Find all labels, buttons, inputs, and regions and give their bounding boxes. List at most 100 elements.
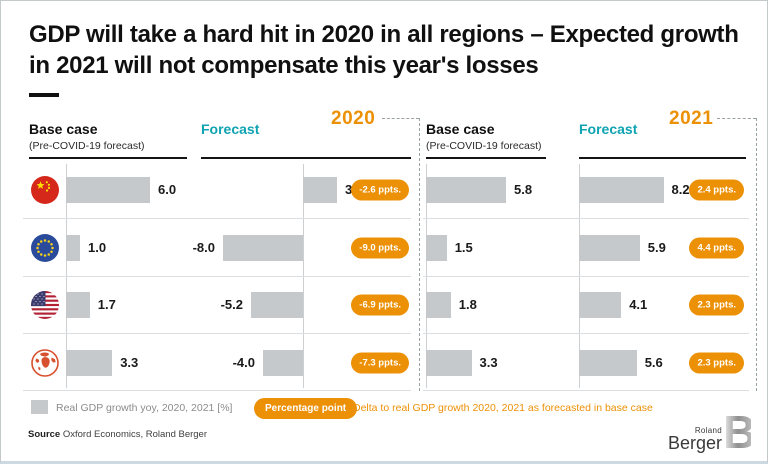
bar-value-label: -8.0 [192,240,215,255]
header-forecast-2021: Forecast [579,121,638,137]
header-forecast-2020: Forecast [201,121,260,137]
bar-value-label: 3.3 [479,355,498,370]
bar-value-label: 3.3 [120,355,139,370]
bar-us-base-2021: 1.8 [426,291,477,318]
gdp-bar [66,234,80,261]
us-flag-icon [31,290,59,319]
cell-eu-forecast-2020: -8.0 -9.0 ppts. [193,219,411,276]
gdp-bar [426,176,506,203]
cell-eu-forecast-2021: 5.9 4.4 ppts. [579,219,746,276]
cell-eu-base-2021: 1.5 [426,219,546,276]
bar-china-base-2020: 6.0 [66,176,177,203]
row-separator [423,276,749,277]
base-case-label: Base case [29,121,98,137]
year-2020-connector [382,118,419,119]
bar-value-label: 4.1 [629,297,648,312]
gdp-bar [579,176,664,203]
source-text: Oxford Economics, Roland Berger [60,429,208,440]
bar-world-forecast-2020: -4.0 [232,349,303,376]
cell-china-base-2021: 5.8 [426,161,546,218]
bar-eu-forecast-2021: 5.9 [579,234,666,261]
row-separator [423,218,749,219]
svg-text:B: B [725,410,751,454]
delta-badge: 2.3 ppts. [689,294,744,315]
bar-value-label: 1.8 [458,297,477,312]
roland-berger-logo: Roland Berger B [667,406,756,459]
row-separator [23,276,411,277]
gdp-bar [579,349,637,376]
header-underline [201,157,411,159]
cell-eu-base-2020: 1.0 [66,219,194,276]
gdp-bar [426,291,451,318]
cell-china-forecast-2021: 8.2 2.4 ppts. [579,161,746,218]
header-underline [29,157,187,159]
gdp-bar [426,234,447,261]
bar-value-label: -4.0 [232,355,255,370]
header-underline [579,157,746,159]
gdp-bar [579,291,622,318]
cell-world-base-2020: 3.3 [66,334,194,391]
bar-value-label: 1.5 [454,240,473,255]
year-2021-connector [717,118,756,119]
cell-world-base-2021: 3.3 [426,334,546,391]
row-separator [423,333,749,334]
bar-value-label: 6.0 [158,182,177,197]
row-separator [423,390,749,391]
legend-percentage-point-badge: Percentage point [254,398,358,419]
bar-us-forecast-2021: 4.1 [579,291,648,318]
cell-us-base-2021: 1.8 [426,276,546,333]
gdp-bar [66,291,90,318]
bar-china-forecast-2021: 8.2 [579,176,690,203]
row-separator [23,333,411,334]
logo-berger-text: Berger [667,433,722,453]
cell-us-forecast-2021: 4.1 2.3 ppts. [579,276,746,333]
gdp-bar [303,176,337,203]
bar-us-forecast-2020: -5.2 [220,291,303,318]
roland-berger-b-mark-icon: B [723,406,756,459]
delta-badge: -2.6 ppts. [351,179,409,200]
gdp-bar [223,234,303,261]
delta-badge: -9.0 ppts. [351,237,409,258]
base-case-sublabel: (Pre-COVID-19 forecast) [29,140,145,152]
base-case-sublabel: (Pre-COVID-19 forecast) [426,140,542,152]
region-row-world: 3.3 -4.0 -7.3 ppts. 3.3 5.6 2.3 ppts. [1,334,767,391]
bar-world-forecast-2021: 5.6 [579,349,663,376]
bar-world-base-2020: 3.3 [66,349,139,376]
bar-value-label: 5.9 [647,240,666,255]
legend-bar-label: Real GDP growth yoy, 2020, 2021 [%] [56,402,233,414]
section-divider-2020 [419,118,420,391]
legend-bar-swatch [31,400,48,414]
gdp-bar [263,349,303,376]
delta-badge: 2.3 ppts. [689,352,744,373]
page-title: GDP will take a hard hit in 2020 in all … [29,21,739,79]
cell-china-forecast-2020: 3.4 -2.6 ppts. [197,161,411,218]
bar-world-base-2021: 3.3 [426,349,498,376]
legend-delta-label: Delta to real GDP growth 2020, 2021 as f… [353,402,653,414]
bar-value-label: 5.6 [644,355,663,370]
cell-world-forecast-2021: 5.6 2.3 ppts. [579,334,746,391]
delta-badge: 2.4 ppts. [689,179,744,200]
cell-world-forecast-2020: -4.0 -7.3 ppts. [197,334,411,391]
gdp-bar [66,176,150,203]
eu-flag-icon [31,233,59,262]
bar-eu-forecast-2020: -8.0 [192,234,303,261]
section-divider-2021 [756,118,757,391]
region-row-eu: 1.0 -8.0 -9.0 ppts. 1.5 5.9 4.4 ppts. [1,219,767,276]
logo-roland-text: Roland [694,426,722,435]
base-case-label: Base case [426,121,495,137]
bar-eu-base-2020: 1.0 [66,234,106,261]
cell-china-base-2020: 6.0 [66,161,194,218]
delta-badge: -6.9 ppts. [351,294,409,315]
region-row-china: 6.0 3.4 -2.6 ppts. 5.8 8.2 2.4 ppts. [1,161,767,218]
source-line: Source Oxford Economics, Roland Berger [28,429,207,440]
source-prefix: Source [28,429,61,440]
gdp-bar [579,234,640,261]
bar-value-label: -5.2 [220,297,243,312]
year-label-2021: 2021 [669,108,714,129]
year-label-2020: 2020 [331,108,376,129]
header-base-case-2020: Base case (Pre-COVID-19 forecast) [29,122,145,154]
gdp-bar [426,349,472,376]
bar-china-base-2021: 5.8 [426,176,532,203]
delta-badge: -7.3 ppts. [351,352,409,373]
